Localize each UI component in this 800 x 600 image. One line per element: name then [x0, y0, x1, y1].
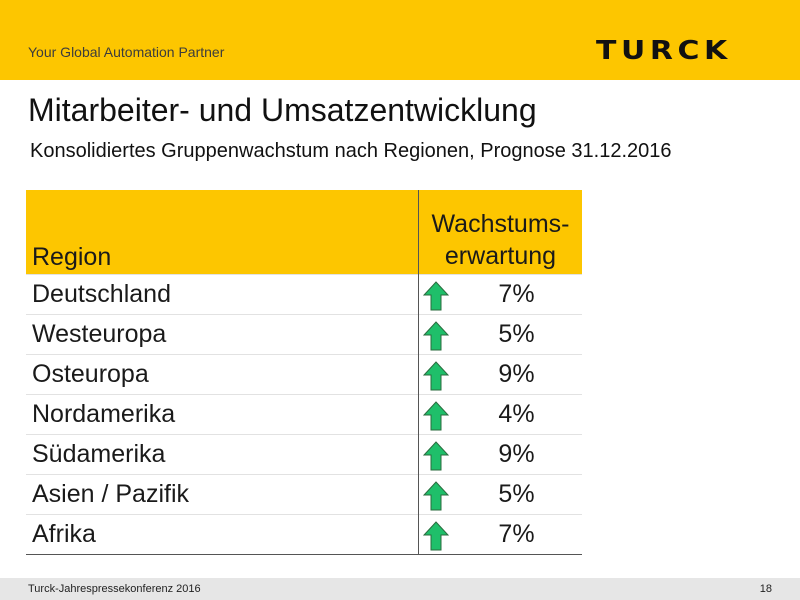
table-row: Westeuropa 5%	[26, 314, 582, 355]
growth-cell: 9%	[418, 434, 582, 475]
growth-value: 5%	[498, 480, 535, 508]
growth-value: 9%	[498, 360, 535, 388]
growth-value: 7%	[498, 280, 535, 308]
growth-value: 7%	[498, 520, 535, 548]
green-up-arrow-icon	[423, 361, 449, 391]
slide-subtitle: Konsolidiertes Gruppenwachstum nach Regi…	[30, 140, 672, 162]
header-growth-line1: Wachstums-	[431, 210, 570, 238]
header-region: Region	[26, 190, 419, 275]
growth-cell: 9%	[418, 354, 582, 395]
region-cell: Afrika	[26, 514, 419, 555]
slide-footer: Turck-Jahrespressekonferenz 2016 18	[0, 578, 800, 600]
header-growth: Wachstums- erwartung	[418, 190, 582, 275]
slide-header: Your Global Automation Partner TURCK	[0, 0, 800, 80]
table-row: Deutschland 7%	[26, 274, 582, 315]
growth-cell: 5%	[418, 474, 582, 515]
growth-cell: 4%	[418, 394, 582, 435]
table-row: Nordamerika 4%	[26, 394, 582, 435]
footer-event: Turck-Jahrespressekonferenz 2016	[28, 583, 201, 595]
region-cell: Westeuropa	[26, 314, 419, 355]
growth-table: Region Wachstums- erwartung Deutschland 7…	[26, 190, 582, 555]
region-cell: Osteuropa	[26, 354, 419, 395]
slide-title: Mitarbeiter- und Umsatzentwicklung	[28, 92, 537, 128]
green-up-arrow-icon	[423, 281, 449, 311]
green-up-arrow-icon	[423, 321, 449, 351]
growth-cell: 7%	[418, 274, 582, 315]
region-cell: Asien / Pazifik	[26, 474, 419, 515]
region-cell: Nordamerika	[26, 394, 419, 435]
green-up-arrow-icon	[423, 521, 449, 551]
header-growth-line2: erwartung	[444, 242, 557, 270]
region-cell: Deutschland	[26, 274, 419, 315]
region-cell: Südamerika	[26, 434, 419, 475]
table-row: Südamerika 9%	[26, 434, 582, 475]
growth-value: 5%	[498, 320, 535, 348]
growth-value: 9%	[498, 440, 535, 468]
tagline: Your Global Automation Partner	[28, 44, 225, 60]
growth-cell: 7%	[418, 514, 582, 555]
growth-value: 4%	[498, 400, 535, 428]
table-row: Afrika 7%	[26, 514, 582, 555]
page-number: 18	[759, 583, 772, 595]
green-up-arrow-icon	[423, 401, 449, 431]
table-row: Osteuropa 9%	[26, 354, 582, 395]
table-header-row: Region Wachstums- erwartung	[26, 190, 582, 275]
table-row: Asien / Pazifik 5%	[26, 474, 582, 515]
turck-logo: TURCK	[596, 36, 732, 66]
green-up-arrow-icon	[423, 441, 449, 471]
green-up-arrow-icon	[423, 481, 449, 511]
growth-cell: 5%	[418, 314, 582, 355]
